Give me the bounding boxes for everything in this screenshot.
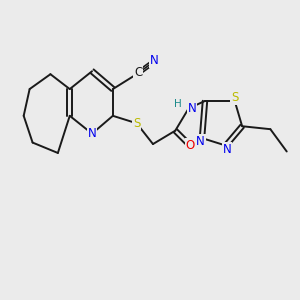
Text: H: H: [174, 99, 182, 109]
Text: N: N: [223, 142, 232, 156]
Text: N: N: [88, 127, 96, 140]
Text: S: S: [133, 117, 140, 130]
Text: S: S: [231, 91, 238, 104]
Text: C: C: [134, 66, 142, 79]
Text: O: O: [185, 139, 195, 152]
Text: N: N: [196, 135, 205, 148]
Text: N: N: [150, 54, 159, 67]
Text: N: N: [188, 102, 197, 115]
